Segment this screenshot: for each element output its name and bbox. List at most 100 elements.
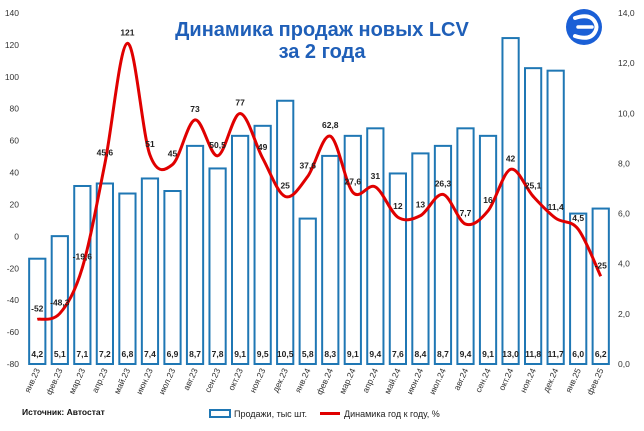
bar-value-label: 5,1 <box>54 349 66 359</box>
bar-value-label: 4,2 <box>31 349 43 359</box>
y-right-tick-label: 0,0 <box>618 359 630 369</box>
bar <box>433 144 453 365</box>
bar-value-label: 6,0 <box>572 349 584 359</box>
bar <box>569 212 588 365</box>
bar-value-label: 8,4 <box>415 349 427 359</box>
bar <box>28 257 47 366</box>
bar-value-label: 8,7 <box>189 349 201 359</box>
chart-title-line1: Динамика продаж новых LCV <box>175 19 469 41</box>
x-tick-label: авг.23 <box>181 366 200 391</box>
x-tick-label: янв.23 <box>22 366 42 394</box>
line-value-label: 27,6 <box>345 176 362 186</box>
bar <box>366 127 385 365</box>
legend-line-label: Динамика год к году, % <box>344 409 440 419</box>
bar-value-label: 6,9 <box>167 349 179 359</box>
bar <box>456 127 475 365</box>
legend: Продажи, тыс шт. Динамика год к году, % <box>209 409 440 419</box>
line-value-label: -19,6 <box>73 252 93 262</box>
x-tick-label: июн.23 <box>134 366 155 396</box>
y-right-tick-label: 4,0 <box>618 259 630 269</box>
bar-value-label: 6,2 <box>595 349 607 359</box>
y-right-tick-label: 6,0 <box>618 209 630 219</box>
y-left-tick-label: 80 <box>10 104 20 114</box>
line-value-label: 37,6 <box>299 160 316 170</box>
line-value-label: 11,4 <box>548 202 564 212</box>
y-left-tick-label: 20 <box>10 199 20 209</box>
x-tick-label: ноя.24 <box>518 366 538 394</box>
bar <box>185 144 205 365</box>
bar-value-label: 7,1 <box>76 349 88 359</box>
x-tick-label: янв.25 <box>563 366 583 394</box>
y-axis-left: -80 -60 -40 -20 0 20 40 60 80 100 120 140 <box>5 8 19 369</box>
x-tick-label: июл.24 <box>427 366 448 396</box>
x-tick-label: ноя.23 <box>247 366 267 394</box>
bar <box>501 37 520 365</box>
x-tick-label: окт.24 <box>496 366 515 392</box>
line-value-label: 31 <box>371 171 381 181</box>
source-note: Источник: Автостат <box>22 407 105 417</box>
x-tick-label: дек.24 <box>541 366 561 393</box>
line-value-label: 16 <box>483 195 493 205</box>
line-series <box>36 41 603 321</box>
line-value-label: 13 <box>416 200 426 210</box>
x-tick-label: сен.23 <box>203 366 223 394</box>
y-axis-right: 0,0 2,0 4,0 6,0 8,0 10,0 12,0 14,0 <box>618 8 635 369</box>
y-left-tick-label: -80 <box>7 359 20 369</box>
y-left-tick-label: 140 <box>5 8 19 18</box>
y-right-tick-label: 10,0 <box>618 108 635 118</box>
x-tick-label: фев.23 <box>44 366 65 396</box>
bar-value-label: 7,2 <box>99 349 111 359</box>
y-right-tick-label: 14,0 <box>618 8 635 18</box>
line-value-label: 49 <box>258 142 268 152</box>
bar <box>343 134 362 365</box>
x-tick-label: июн.24 <box>404 366 425 396</box>
legend-bar-swatch <box>209 409 231 418</box>
line-value-label: 45 <box>168 149 178 159</box>
bar <box>298 217 317 365</box>
x-tick-label: фев.25 <box>585 366 606 396</box>
bar-value-label: 9,1 <box>482 349 494 359</box>
y-left-tick-label: 0 <box>14 231 19 241</box>
x-axis: янв.23 фев.23 мар.23 апр.23 май.23 июн.23 июл.… <box>22 366 605 396</box>
bar-value-label: 8,3 <box>324 349 336 359</box>
x-tick-label: мар.24 <box>337 366 358 395</box>
bar-data-labels: 4,2 5,1 7,1 7,2 6,8 7,4 6,9 8,7 7,8 9,1 9,5 10,5 5,8… <box>31 349 607 359</box>
y-left-tick-label: 100 <box>5 72 19 82</box>
chart-title-line2: за 2 года <box>279 41 367 63</box>
y-left-tick-label: 60 <box>10 136 20 146</box>
bar-series <box>28 37 610 366</box>
bar <box>411 152 430 365</box>
line-value-label: -52 <box>31 303 44 313</box>
bar <box>73 184 92 365</box>
y-right-tick-label: 8,0 <box>618 158 630 168</box>
line-value-label: 4,5 <box>572 213 584 223</box>
bar <box>388 172 407 365</box>
line-value-label: 51 <box>145 139 155 149</box>
line-value-label: 50,5 <box>209 140 226 150</box>
bar-value-label: 5,8 <box>302 349 314 359</box>
bar <box>140 177 160 365</box>
bar <box>276 99 295 365</box>
bar <box>163 190 182 365</box>
x-tick-label: сен.24 <box>473 366 493 394</box>
x-tick-label: апр.24 <box>360 366 380 394</box>
x-tick-label: авг.24 <box>451 366 470 391</box>
x-tick-label: апр.23 <box>90 366 110 394</box>
line-value-label: 12 <box>393 201 403 211</box>
y-left-tick-label: 40 <box>10 168 20 178</box>
bar-value-label: 7,4 <box>144 349 156 359</box>
bar-value-label: 11,8 <box>525 349 541 359</box>
y-left-tick-label: -20 <box>7 263 20 273</box>
bar-value-label: 9,1 <box>347 349 359 359</box>
line-data-labels: -52 -48,3 -19,6 45,6 121 51 45 73 50,5 77 49 25 37,6… <box>31 27 607 313</box>
line-value-label: 25,1 <box>525 180 542 190</box>
line-value-label: 26,3 <box>435 178 452 188</box>
x-tick-label: май.24 <box>382 366 403 395</box>
bar <box>118 192 137 365</box>
bar <box>95 182 114 365</box>
line-value-label: 121 <box>120 27 134 37</box>
line-value-label: 25 <box>280 180 290 190</box>
line-value-label: 7,7 <box>460 208 472 218</box>
bar-value-label: 10,5 <box>277 349 294 359</box>
